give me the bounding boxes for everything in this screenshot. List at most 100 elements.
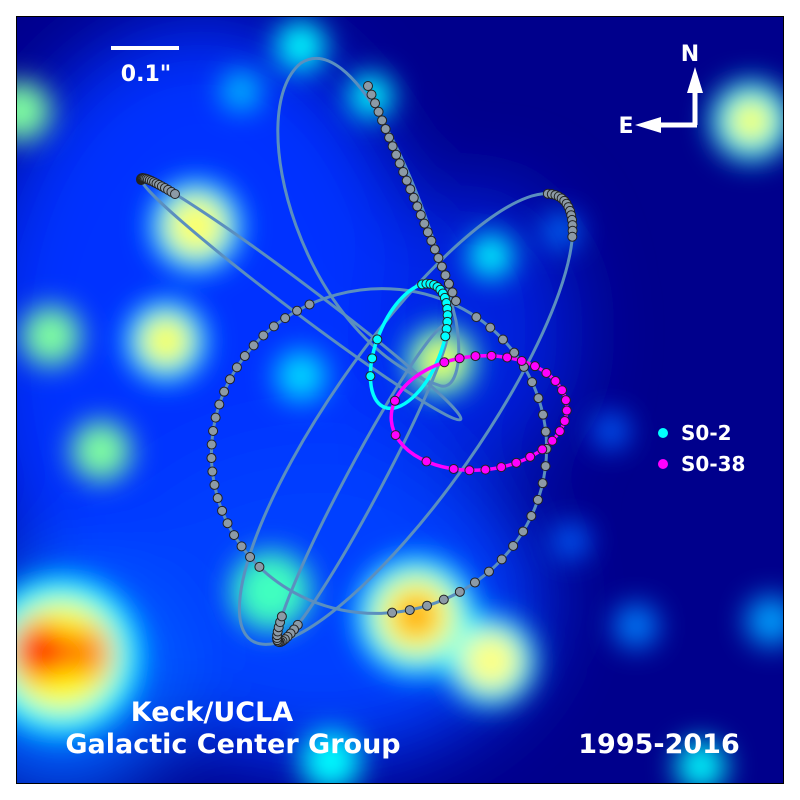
orbit-marker [433, 253, 444, 263]
orbit-marker [527, 377, 538, 388]
legend-marker-s0-2 [658, 428, 668, 438]
orbit-marker [415, 210, 426, 220]
star-sources [17, 21, 783, 783]
orbit-marker [509, 347, 520, 358]
legend-label-s0-38: S0-38 [681, 452, 745, 476]
s0-38-marker [550, 376, 561, 387]
star-blob [593, 413, 629, 449]
s0-38-marker [454, 353, 465, 364]
orbit-marker [533, 393, 544, 404]
compass-east-label: E [618, 114, 633, 139]
orbit-marker [380, 124, 391, 134]
orbit-marker [169, 188, 180, 199]
s0-38-marker [547, 435, 558, 446]
orbit-marker [537, 478, 548, 489]
orbit-marker [214, 399, 225, 410]
orbit-marker [567, 231, 578, 242]
orbit-marker [363, 81, 373, 91]
orbit-marker [405, 184, 416, 195]
s0-2-marker [365, 371, 376, 382]
s0-38-marker [448, 463, 459, 474]
credit-line-2: Galactic Center Group [65, 729, 400, 760]
orbit-marker [440, 270, 451, 281]
orbit-marker [485, 322, 496, 333]
star-blob [141, 316, 191, 366]
orbit-marker [394, 158, 405, 169]
s0-38-marker [559, 415, 570, 426]
star-blob [469, 234, 513, 278]
star-blob [614, 604, 658, 648]
orbit-marker [384, 132, 395, 143]
star-blob [71, 421, 131, 481]
s0-38-marker [560, 395, 571, 406]
s0-38-marker [390, 430, 401, 441]
orbit-marker [236, 541, 247, 552]
orbit-marker [268, 321, 279, 332]
orbit-marker [229, 530, 240, 541]
star-blob [21, 306, 81, 366]
orbit-marker [451, 296, 461, 306]
orbit-marker [408, 192, 419, 203]
orbit-marker [292, 305, 303, 316]
orbit-marker [239, 351, 250, 362]
orbit-marker [377, 115, 388, 126]
star-blob [62, 629, 110, 677]
orbit-marker [483, 566, 494, 577]
orbit-marker [245, 552, 256, 563]
orbit-marker [258, 330, 269, 341]
s0-38-marker [480, 464, 491, 475]
orbit-marker [438, 594, 449, 605]
s0-38-marker [502, 352, 513, 363]
s0-38-marker [496, 462, 507, 473]
s0-38-marker [557, 385, 568, 396]
legend-marker-s0-38 [658, 459, 668, 469]
orbit-marker [540, 461, 551, 472]
star-blob [17, 623, 69, 679]
orbit-marker [276, 611, 287, 622]
orbit-marker [373, 106, 384, 117]
orbit-marker [206, 453, 217, 464]
s0-38-marker [529, 361, 540, 372]
orbit-marker [206, 439, 217, 450]
s0-38-marker [389, 395, 400, 406]
s0-38-marker [516, 355, 527, 366]
orbit-markers [136, 81, 578, 648]
orbit-marker [443, 278, 454, 289]
orbit-marker [217, 505, 228, 516]
orbit-marker [540, 426, 551, 437]
s0-38-marker [537, 444, 548, 455]
star-blob [301, 731, 361, 783]
credit-line-1: Keck/UCLA [131, 697, 294, 728]
orbit-marker [496, 554, 507, 565]
orbit-marker [280, 313, 291, 324]
orbit-marker [404, 605, 415, 616]
sky-image-panel: 0.1" N E S0-2 S0-38 Keck/UCLA Galactic C… [16, 16, 784, 784]
orbit-marker [422, 600, 433, 611]
compass-arrows [635, 67, 703, 133]
s0-38-marker [554, 426, 565, 437]
s0-38-marker [486, 350, 497, 361]
star-blob [676, 741, 726, 783]
star-blob [276, 351, 326, 401]
star-blob [746, 596, 783, 646]
orbit-marker [532, 494, 543, 505]
orbit-tall [276, 56, 461, 388]
s0-38-marker [439, 357, 450, 368]
orbit-marker [471, 312, 482, 323]
orbit-marker [366, 89, 377, 100]
s0-2-marker [440, 331, 451, 342]
s0-2-marker [372, 334, 383, 345]
orbit-marker [212, 493, 223, 504]
orbit-marker [398, 167, 409, 177]
legend: S0-2 S0-38 [658, 421, 745, 476]
orbit-marker [429, 244, 440, 255]
star-blob [166, 196, 226, 256]
orbit-marker [538, 409, 549, 420]
orbit-marker [412, 201, 423, 212]
orbit-marker [422, 227, 433, 238]
scale-bar-label: 0.1" [121, 62, 171, 87]
s0-38-marker [421, 456, 432, 467]
orbit-marker [526, 511, 537, 522]
year-range: 1995-2016 [578, 729, 740, 760]
s0-2-marker [367, 353, 378, 364]
